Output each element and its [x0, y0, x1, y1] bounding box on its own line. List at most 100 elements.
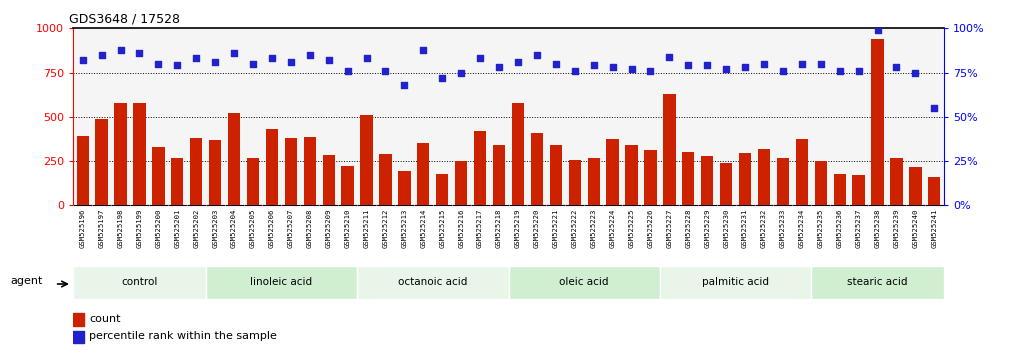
Text: GSM525220: GSM525220 — [534, 208, 540, 247]
Bar — [890, 159, 903, 205]
Point — [113, 47, 129, 52]
Bar — [73, 266, 205, 299]
Point — [510, 59, 526, 65]
Bar — [625, 145, 638, 205]
Point — [434, 75, 451, 81]
Bar — [569, 160, 581, 205]
Bar — [508, 266, 660, 299]
Point — [548, 61, 564, 67]
Bar — [210, 140, 222, 205]
Text: GSM525224: GSM525224 — [609, 208, 615, 247]
Text: GSM525229: GSM525229 — [704, 208, 710, 247]
Bar — [205, 266, 357, 299]
Bar — [720, 163, 732, 205]
Text: GSM525233: GSM525233 — [780, 208, 786, 247]
Bar — [322, 155, 335, 205]
Bar — [171, 158, 183, 205]
Text: GSM525204: GSM525204 — [231, 208, 237, 247]
Point — [813, 61, 829, 67]
Bar — [73, 331, 83, 343]
Point — [680, 63, 697, 68]
Bar — [265, 129, 278, 205]
Bar — [512, 103, 524, 205]
Bar — [815, 161, 827, 205]
Point — [340, 68, 356, 74]
Text: GSM525217: GSM525217 — [477, 208, 483, 247]
Point — [74, 57, 91, 63]
Point — [718, 66, 734, 72]
Point — [226, 50, 242, 56]
Text: GSM525205: GSM525205 — [250, 208, 256, 247]
Text: GSM525218: GSM525218 — [496, 208, 502, 247]
Point — [529, 52, 545, 58]
Point — [756, 61, 772, 67]
Point — [453, 70, 469, 75]
Text: count: count — [88, 314, 120, 324]
Point — [907, 70, 923, 75]
Text: GSM525225: GSM525225 — [629, 208, 635, 247]
Text: GSM525223: GSM525223 — [591, 208, 597, 247]
Text: GSM525201: GSM525201 — [174, 208, 180, 247]
Text: GSM525200: GSM525200 — [156, 208, 162, 247]
Bar — [739, 153, 752, 205]
Point — [188, 56, 204, 61]
Bar — [588, 159, 600, 205]
Point — [699, 63, 715, 68]
Text: GSM525209: GSM525209 — [325, 208, 332, 247]
Text: GSM525206: GSM525206 — [268, 208, 275, 247]
Point — [245, 61, 261, 67]
Bar — [872, 39, 884, 205]
Point — [151, 61, 167, 67]
Bar — [531, 133, 543, 205]
Text: GSM525197: GSM525197 — [99, 208, 105, 247]
Text: GSM525203: GSM525203 — [213, 208, 219, 247]
Text: GSM525230: GSM525230 — [723, 208, 729, 247]
Bar — [645, 150, 657, 205]
Text: GSM525237: GSM525237 — [855, 208, 861, 247]
Bar — [812, 266, 944, 299]
Text: GSM525241: GSM525241 — [932, 208, 938, 247]
Point — [793, 61, 810, 67]
Point — [661, 54, 677, 59]
Point — [131, 50, 147, 56]
Text: GSM525208: GSM525208 — [307, 208, 313, 247]
Bar — [73, 313, 83, 326]
Point — [283, 59, 299, 65]
Text: GSM525202: GSM525202 — [193, 208, 199, 247]
Point — [926, 105, 943, 111]
Bar — [228, 113, 240, 205]
Text: stearic acid: stearic acid — [847, 277, 908, 287]
Text: linoleic acid: linoleic acid — [250, 277, 312, 287]
Text: GDS3648 / 17528: GDS3648 / 17528 — [69, 13, 180, 26]
Text: percentile rank within the sample: percentile rank within the sample — [88, 331, 277, 341]
Text: GSM525219: GSM525219 — [515, 208, 521, 247]
Text: GSM525210: GSM525210 — [345, 208, 351, 247]
Text: GSM525221: GSM525221 — [553, 208, 558, 247]
Bar — [76, 136, 88, 205]
Text: GSM525232: GSM525232 — [761, 208, 767, 247]
Text: GSM525240: GSM525240 — [912, 208, 918, 247]
Point — [263, 56, 280, 61]
Bar — [660, 266, 812, 299]
Bar — [114, 103, 127, 205]
Bar — [474, 131, 486, 205]
Bar — [549, 145, 562, 205]
Text: octanoic acid: octanoic acid — [398, 277, 468, 287]
Bar — [360, 115, 372, 205]
Text: control: control — [121, 277, 158, 287]
Point — [415, 47, 431, 52]
Text: GSM525198: GSM525198 — [118, 208, 123, 247]
Point — [397, 82, 413, 88]
Bar — [153, 147, 165, 205]
Point — [491, 64, 507, 70]
Text: GSM525238: GSM525238 — [875, 208, 881, 247]
Bar — [795, 139, 807, 205]
Text: oleic acid: oleic acid — [559, 277, 609, 287]
Bar — [852, 175, 864, 205]
Text: GSM525212: GSM525212 — [382, 208, 388, 247]
Point — [888, 64, 904, 70]
Point — [472, 56, 488, 61]
Text: GSM525227: GSM525227 — [666, 208, 672, 247]
Point — [377, 68, 394, 74]
Text: GSM525215: GSM525215 — [439, 208, 445, 247]
